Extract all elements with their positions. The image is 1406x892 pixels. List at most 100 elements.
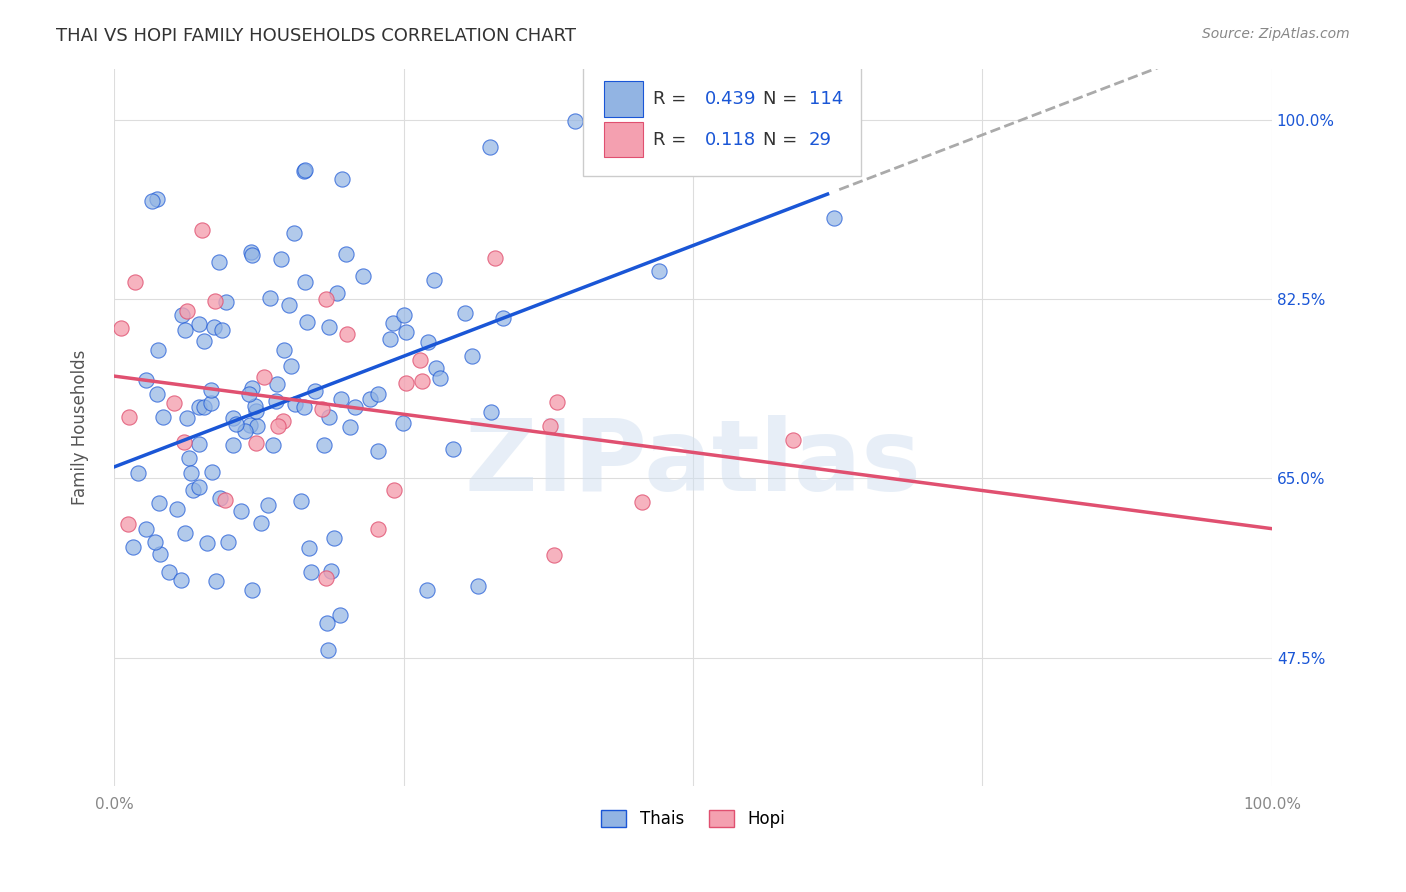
Thais [429,371,451,385]
Thais [392,309,415,323]
Thais [208,255,231,269]
Thais [441,442,464,457]
Thais [648,264,671,278]
Thais [238,387,260,401]
Thais [200,383,222,397]
Thais [187,400,209,414]
Thais [479,139,502,153]
Thais [423,273,446,287]
Y-axis label: Family Households: Family Households [72,350,89,505]
Thais [492,311,515,326]
Hopi [782,434,804,448]
Thais [304,384,326,398]
Thais [335,247,357,261]
Hopi [395,376,418,390]
Thais [245,404,267,418]
Thais [152,410,174,425]
Thais [454,305,477,319]
Thais [246,419,269,434]
Text: 0.118: 0.118 [704,131,756,149]
Thais [273,343,295,357]
Thais [181,483,204,497]
Hopi [204,293,226,308]
Thais [752,97,775,112]
Thais [211,323,233,337]
Thais [315,615,337,630]
Thais [322,531,344,545]
Thais [264,394,287,409]
Thais [233,424,256,438]
Thais [240,247,263,261]
Hopi [336,327,359,342]
Hopi [546,394,568,409]
Thais [344,400,367,414]
Thais [202,320,225,334]
Thais [240,583,263,598]
Hopi [176,304,198,318]
Hopi [267,419,290,434]
Text: 29: 29 [808,131,832,149]
Thais [195,536,218,550]
Hopi [543,549,565,563]
Thais [146,387,169,401]
Thais [278,298,301,312]
Thais [180,466,202,480]
Thais [292,164,315,178]
Thais [205,574,228,588]
Thais [200,396,222,410]
Thais [176,410,198,425]
Thais [318,410,340,425]
Thais [326,286,349,301]
Hopi [409,353,432,368]
Thais [225,417,247,431]
Text: ZIPatlas: ZIPatlas [464,415,921,511]
Thais [394,325,416,339]
Thais [146,343,169,357]
Thais [222,438,245,452]
Thais [329,607,352,622]
Thais [270,252,292,266]
Thais [259,291,281,305]
Thais [188,317,211,331]
Thais [148,496,170,510]
Thais [143,535,166,549]
Legend: Thais, Hopi: Thais, Hopi [595,804,792,835]
Thais [135,373,157,387]
Thais [122,541,145,555]
Thais [294,275,316,289]
Hopi [273,414,295,428]
Hopi [538,419,561,434]
Thais [240,244,263,259]
Text: R =: R = [652,131,692,149]
Thais [415,582,437,597]
Thais [339,420,361,434]
Hopi [173,434,195,449]
Hopi [163,396,186,410]
Hopi [311,402,333,417]
Hopi [631,495,654,509]
Thais [312,438,335,452]
Thais [280,359,302,373]
Thais [378,332,401,346]
Thais [292,401,315,415]
Thais [299,565,322,579]
Thais [352,269,374,284]
Thais [266,376,288,391]
Hopi [411,374,433,388]
Thais [174,323,197,337]
Thais [179,451,201,466]
Thais [416,334,439,349]
Thais [425,361,447,376]
Thais [329,392,352,406]
Text: N =: N = [762,90,803,108]
Thais [823,211,845,226]
Thais [367,443,389,458]
Thais [332,171,354,186]
Thais [284,397,307,411]
Hopi [117,516,139,531]
Thais [201,465,224,479]
Thais [217,535,239,549]
Text: THAI VS HOPI FAMILY HOUSEHOLDS CORRELATION CHART: THAI VS HOPI FAMILY HOUSEHOLDS CORRELATI… [56,27,576,45]
Text: R =: R = [652,90,692,108]
FancyBboxPatch shape [605,81,644,117]
